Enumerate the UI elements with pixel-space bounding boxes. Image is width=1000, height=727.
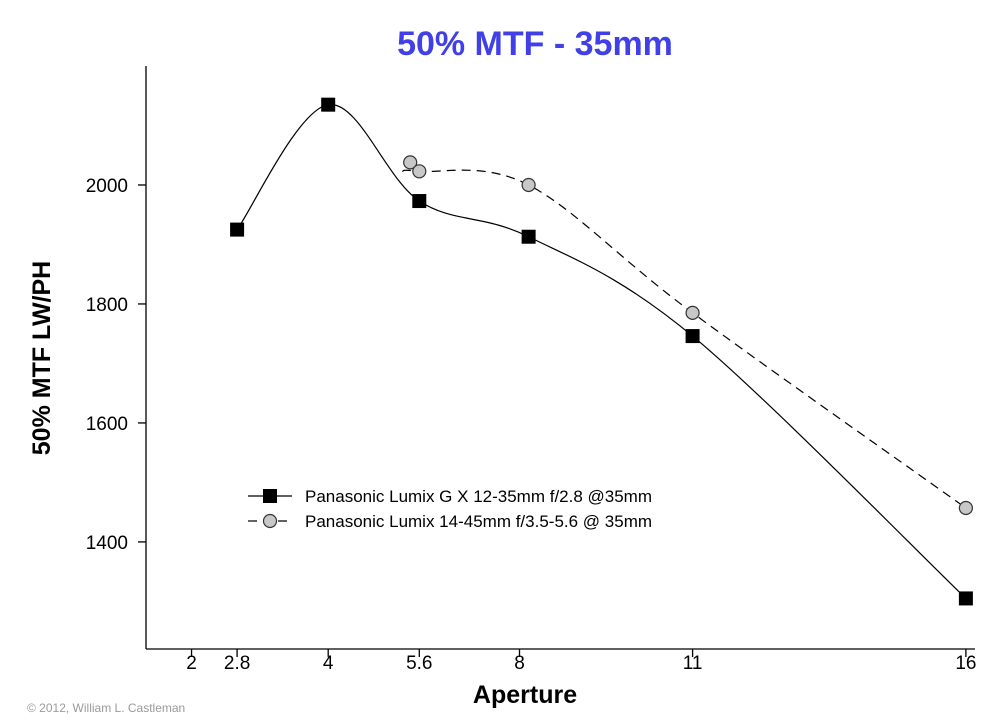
data-point	[521, 177, 536, 193]
data-point	[321, 97, 336, 112]
x-tick-label: 4	[323, 653, 334, 674]
data-point	[412, 164, 427, 179]
x-tick-label: 11	[683, 653, 703, 674]
data-point	[412, 194, 427, 209]
data-point	[685, 329, 700, 344]
data-point	[230, 222, 245, 237]
plot-axes	[145, 66, 975, 650]
legend-marker	[263, 489, 277, 503]
y-axis-title: 50% MTF LW/PH	[28, 261, 56, 455]
data-point	[403, 155, 418, 170]
x-axis-title: Aperture	[473, 681, 577, 709]
series-1	[230, 97, 973, 606]
y-tick-label: 1400	[86, 533, 128, 554]
series-line	[402, 169, 967, 509]
legend-label: Panasonic Lumix 14-45mm f/3.5-5.6 @ 35mm	[305, 512, 652, 531]
copyright-text: © 2012, William L. Castleman	[27, 701, 185, 715]
data-point	[958, 500, 973, 516]
legend-marker	[262, 513, 278, 529]
x-tick-label: 16	[955, 653, 976, 674]
y-ticks: 1400 1600 1800 2000	[86, 176, 146, 554]
x-ticks: 2 2.8 4 5.6 8 11 16	[186, 649, 976, 674]
y-tick-label: 1800	[86, 295, 128, 316]
x-tick-label: 8	[514, 653, 525, 674]
series-2	[402, 155, 973, 516]
data-point	[958, 591, 973, 606]
legend-entry: Panasonic Lumix 14-45mm f/3.5-5.6 @ 35mm	[248, 512, 652, 531]
chart-title: 50% MTF - 35mm	[397, 25, 673, 63]
x-tick-label: 2	[186, 653, 197, 674]
y-tick-label: 2000	[86, 176, 128, 197]
series-layer	[230, 97, 973, 606]
data-point	[685, 305, 700, 320]
legend: Panasonic Lumix G X 12-35mm f/2.8 @35mm P…	[248, 487, 652, 531]
legend-entry: Panasonic Lumix G X 12-35mm f/2.8 @35mm	[248, 487, 652, 506]
data-point	[521, 229, 536, 244]
legend-label: Panasonic Lumix G X 12-35mm f/2.8 @35mm	[305, 487, 652, 506]
x-tick-label: 2.8	[224, 653, 250, 674]
x-tick-label: 5.6	[406, 653, 432, 674]
y-tick-label: 1600	[86, 414, 128, 435]
